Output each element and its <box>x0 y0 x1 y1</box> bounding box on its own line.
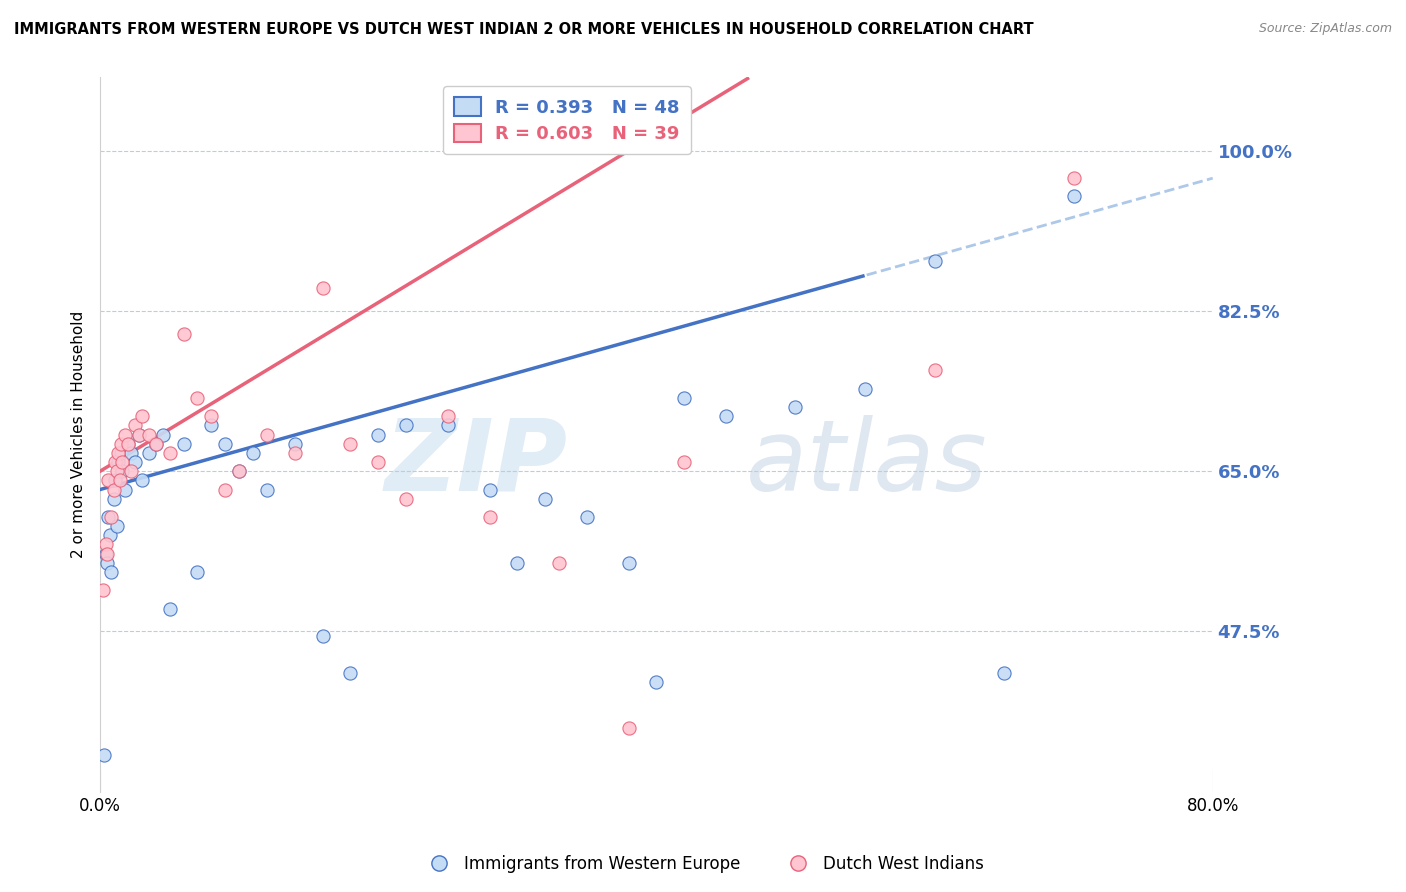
Point <box>152 427 174 442</box>
Point <box>367 455 389 469</box>
Point <box>506 556 529 570</box>
Point <box>98 528 121 542</box>
Point <box>114 483 136 497</box>
Point <box>131 474 153 488</box>
Point <box>1063 189 1085 203</box>
Point <box>117 436 139 450</box>
Point <box>785 400 807 414</box>
Point <box>145 436 167 450</box>
Point <box>1063 171 1085 186</box>
Point <box>214 436 236 450</box>
Legend: Immigrants from Western Europe, Dutch West Indians: Immigrants from Western Europe, Dutch We… <box>415 848 991 880</box>
Point <box>145 436 167 450</box>
Point <box>96 547 118 561</box>
Point <box>478 510 501 524</box>
Point <box>159 601 181 615</box>
Point <box>714 409 737 424</box>
Point <box>173 326 195 341</box>
Point <box>173 436 195 450</box>
Point <box>924 253 946 268</box>
Point <box>110 446 132 460</box>
Point <box>339 436 361 450</box>
Point <box>200 409 222 424</box>
Point <box>103 483 125 497</box>
Point <box>548 556 571 570</box>
Point <box>124 418 146 433</box>
Point <box>138 446 160 460</box>
Point <box>124 455 146 469</box>
Point <box>242 446 264 460</box>
Point <box>159 446 181 460</box>
Point <box>105 519 128 533</box>
Point <box>395 418 418 433</box>
Point <box>120 446 142 460</box>
Point <box>617 721 640 735</box>
Point <box>104 455 127 469</box>
Point <box>214 483 236 497</box>
Point <box>853 382 876 396</box>
Point <box>645 674 668 689</box>
Point <box>114 427 136 442</box>
Point <box>110 436 132 450</box>
Point <box>673 455 696 469</box>
Point <box>617 556 640 570</box>
Point <box>993 665 1015 680</box>
Point <box>924 363 946 377</box>
Legend: R = 0.393   N = 48, R = 0.603   N = 39: R = 0.393 N = 48, R = 0.603 N = 39 <box>443 87 690 154</box>
Text: atlas: atlas <box>745 415 987 512</box>
Point <box>107 455 129 469</box>
Point <box>100 565 122 579</box>
Point <box>107 446 129 460</box>
Point <box>284 436 307 450</box>
Point <box>128 427 150 442</box>
Point <box>97 474 120 488</box>
Point <box>120 464 142 478</box>
Point <box>105 464 128 478</box>
Point <box>111 455 134 469</box>
Point <box>311 629 333 643</box>
Point <box>186 391 208 405</box>
Point <box>108 474 131 488</box>
Point <box>367 427 389 442</box>
Point <box>437 418 460 433</box>
Point <box>228 464 250 478</box>
Point <box>256 483 278 497</box>
Point <box>673 391 696 405</box>
Y-axis label: 2 or more Vehicles in Household: 2 or more Vehicles in Household <box>72 311 86 558</box>
Point <box>339 665 361 680</box>
Point <box>284 446 307 460</box>
Point <box>93 747 115 762</box>
Point <box>96 556 118 570</box>
Text: Source: ZipAtlas.com: Source: ZipAtlas.com <box>1258 22 1392 36</box>
Point <box>128 427 150 442</box>
Point <box>94 547 117 561</box>
Point <box>437 409 460 424</box>
Point <box>131 409 153 424</box>
Text: IMMIGRANTS FROM WESTERN EUROPE VS DUTCH WEST INDIAN 2 OR MORE VEHICLES IN HOUSEH: IMMIGRANTS FROM WESTERN EUROPE VS DUTCH … <box>14 22 1033 37</box>
Point <box>100 510 122 524</box>
Point <box>575 510 598 524</box>
Point <box>117 436 139 450</box>
Point <box>97 510 120 524</box>
Point <box>104 474 127 488</box>
Point <box>111 464 134 478</box>
Point <box>103 491 125 506</box>
Point <box>478 483 501 497</box>
Point <box>200 418 222 433</box>
Point <box>138 427 160 442</box>
Point <box>395 491 418 506</box>
Point <box>228 464 250 478</box>
Text: ZIP: ZIP <box>384 415 568 512</box>
Point <box>186 565 208 579</box>
Point <box>256 427 278 442</box>
Point <box>311 281 333 295</box>
Point <box>534 491 557 506</box>
Point <box>94 537 117 551</box>
Point <box>91 583 114 598</box>
